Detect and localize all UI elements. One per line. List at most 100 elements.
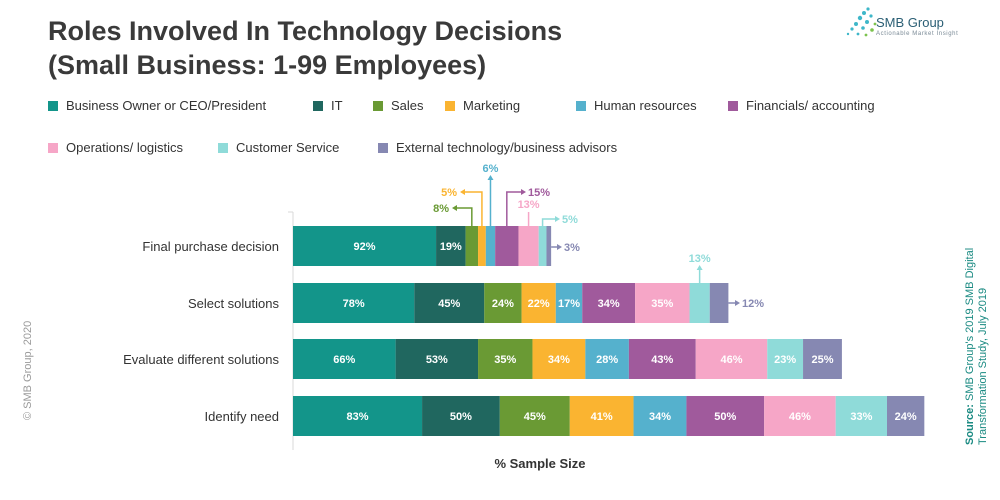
- data-label: 22%: [528, 298, 550, 310]
- data-label: 25%: [811, 354, 833, 366]
- data-label: 45%: [438, 298, 460, 310]
- legend-item: External technology/business advisors: [378, 140, 617, 155]
- bar-segment: [495, 226, 519, 266]
- bar-segment: [436, 226, 466, 266]
- data-label: 46%: [789, 411, 811, 423]
- data-label: 41%: [591, 411, 613, 423]
- data-label: 12%: [742, 298, 764, 310]
- bar-segment: [767, 339, 804, 379]
- bar-segment: [485, 226, 496, 266]
- legend-label: Human resources: [594, 98, 697, 113]
- data-label: 53%: [426, 354, 448, 366]
- legend-label: Customer Service: [236, 140, 340, 155]
- callout-line: [506, 191, 523, 226]
- legend-item: IT: [313, 98, 343, 113]
- callout-line: [541, 218, 557, 226]
- bar-segment: [465, 226, 479, 266]
- callout-line: [454, 207, 473, 226]
- bar-segment: [803, 339, 842, 379]
- legend-item: Sales: [373, 98, 424, 113]
- data-label: 17%: [558, 298, 580, 310]
- legend-label: Business Owner or CEO/President: [66, 98, 267, 113]
- chart-title: Roles Involved In Technology Decisions (…: [48, 14, 562, 82]
- bar-segment: [585, 339, 629, 379]
- callout-arrow: [460, 189, 465, 195]
- data-label: 34%: [598, 298, 620, 310]
- bar-segment: [686, 396, 765, 436]
- data-label: 35%: [494, 354, 516, 366]
- legend-swatch: [445, 100, 455, 111]
- bar-segment: [484, 283, 522, 323]
- data-label: 35%: [651, 298, 673, 310]
- x-axis-label: % Sample Size: [494, 456, 585, 471]
- category-label: Identify need: [205, 409, 279, 424]
- bar-segment: [499, 396, 570, 436]
- data-label: 24%: [895, 411, 917, 423]
- data-label: 50%: [714, 411, 736, 423]
- category-label: Final purchase decision: [142, 239, 279, 254]
- data-label: 13%: [689, 253, 711, 265]
- bar-segment: [887, 396, 925, 436]
- bar-segment: [582, 283, 636, 323]
- copyright-text: © SMB Group, 2020: [22, 320, 34, 420]
- legend-swatch: [576, 100, 586, 111]
- callout-arrow: [452, 205, 457, 211]
- legend-swatch: [378, 142, 388, 153]
- bar-segment: [764, 396, 836, 436]
- logo-name: SMB Group: [876, 15, 944, 30]
- legend-swatch: [218, 142, 228, 153]
- data-label: 34%: [548, 354, 570, 366]
- data-label: 5%: [562, 214, 578, 226]
- bar-segment: [422, 396, 500, 436]
- bar-segment: [293, 226, 437, 266]
- legend-swatch: [313, 100, 323, 111]
- bar-segment: [633, 396, 687, 436]
- data-label: 46%: [720, 354, 742, 366]
- bar-segment: [628, 339, 696, 379]
- source-note: Source: SMB Group's 2019 SMB Digital Tra…: [964, 248, 990, 445]
- legend-label: IT: [331, 98, 343, 113]
- callout-arrow: [735, 300, 740, 306]
- category-label: Evaluate different solutions: [123, 352, 279, 367]
- legend-label: Sales: [391, 98, 424, 113]
- dot-cluster-logo-icon: [846, 7, 877, 37]
- legend-item: Operations/ logistics: [48, 140, 183, 155]
- data-label: 19%: [440, 241, 462, 253]
- legend-swatch: [48, 142, 58, 153]
- data-label: 5%: [441, 187, 457, 199]
- bar-segment: [293, 396, 423, 436]
- chart-legend: Business Owner or CEO/President IT Sales Ma…: [48, 98, 948, 162]
- data-label: 83%: [347, 411, 369, 423]
- bar-segment: [518, 226, 539, 266]
- bar-segment: [689, 283, 710, 323]
- bar-segment: [521, 283, 556, 323]
- data-label: 43%: [651, 354, 673, 366]
- bar-segment: [293, 339, 396, 379]
- data-label: 23%: [774, 354, 796, 366]
- source-label: Source:: [964, 404, 976, 445]
- bar-segment: [695, 339, 768, 379]
- bar-segment: [546, 226, 552, 266]
- data-label: 78%: [343, 298, 365, 310]
- callout-arrow: [557, 244, 562, 250]
- legend-swatch: [728, 100, 738, 111]
- legend-item: Financials/ accounting: [728, 98, 875, 113]
- data-label: 28%: [596, 354, 618, 366]
- callout-arrow: [521, 189, 526, 195]
- bar-segment: [478, 226, 486, 266]
- callout-line: [462, 191, 483, 226]
- bar-segment: [532, 339, 586, 379]
- callout-arrow: [696, 265, 703, 270]
- bar-segment: [395, 339, 479, 379]
- data-label: 6%: [483, 163, 499, 175]
- chart-title-line2: (Small Business: 1-99 Employees): [48, 50, 487, 80]
- bar-segment: [478, 339, 533, 379]
- data-label: 50%: [450, 411, 472, 423]
- data-label: 15%: [528, 187, 550, 199]
- source-line2: Transformation Study, July 2019: [977, 287, 989, 445]
- legend-swatch: [373, 100, 383, 111]
- bar-segment: [569, 396, 634, 436]
- source-line1: Source: SMB Group's 2019 SMB Digital: [964, 248, 977, 445]
- legend-label: External technology/business advisors: [396, 140, 618, 155]
